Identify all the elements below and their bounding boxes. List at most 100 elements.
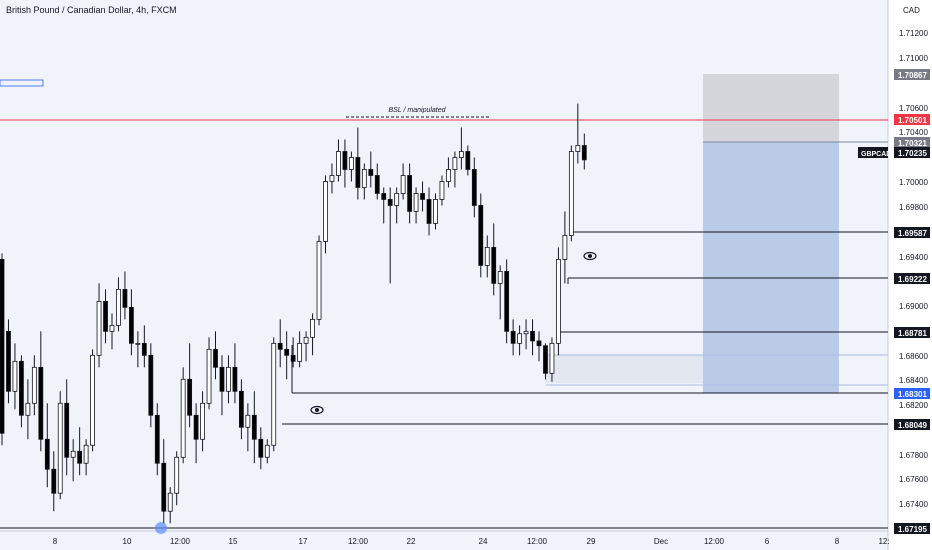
candle[interactable]	[187, 378, 193, 416]
candle[interactable]	[57, 402, 63, 494]
price-tag-entry[interactable]: 1.70321	[894, 137, 930, 148]
candle[interactable]	[497, 270, 503, 284]
candle[interactable]	[51, 468, 57, 494]
candle[interactable]	[491, 247, 497, 284]
candle[interactable]	[251, 414, 257, 440]
candle[interactable]	[387, 199, 393, 206]
candle[interactable]	[407, 175, 413, 212]
candle[interactable]	[122, 288, 128, 308]
candle[interactable]	[284, 348, 290, 356]
candle[interactable]	[6, 330, 11, 392]
candle[interactable]	[543, 345, 548, 374]
candle[interactable]	[549, 342, 555, 374]
candle[interactable]	[458, 151, 464, 158]
candle[interactable]	[484, 247, 490, 266]
price-tag-level[interactable]: 1.68781	[894, 327, 930, 338]
price-tag-target[interactable]: 1.68301	[894, 388, 930, 399]
candle[interactable]	[83, 444, 89, 464]
price-tag-level[interactable]: 1.68049	[894, 419, 930, 430]
candle[interactable]	[290, 354, 296, 362]
candle[interactable]	[394, 193, 400, 206]
candle[interactable]	[348, 157, 354, 170]
candle[interactable]	[77, 450, 83, 464]
candle[interactable]	[264, 444, 270, 458]
price-tag-level[interactable]: 1.69222	[894, 273, 930, 284]
candle[interactable]	[329, 175, 335, 182]
time-axis[interactable]: 8 10 12:00 15 17 12:00 22 24 12:00 29 De…	[53, 537, 890, 546]
candle[interactable]	[19, 360, 24, 416]
candle[interactable]	[70, 450, 76, 458]
candle[interactable]	[471, 169, 477, 206]
candle[interactable]	[504, 270, 510, 332]
candle[interactable]	[200, 402, 205, 440]
candle[interactable]	[420, 193, 425, 200]
candle[interactable]	[465, 151, 471, 170]
candle[interactable]	[368, 169, 374, 176]
candle[interactable]	[433, 199, 438, 224]
candle[interactable]	[25, 402, 31, 416]
candle[interactable]	[581, 145, 587, 161]
target-zone[interactable]	[703, 142, 839, 393]
candle[interactable]	[109, 324, 115, 332]
candle[interactable]	[439, 181, 445, 200]
candle[interactable]	[413, 193, 419, 212]
candle[interactable]	[426, 199, 432, 224]
candle[interactable]	[271, 342, 277, 446]
candle[interactable]	[206, 348, 212, 404]
candle[interactable]	[103, 300, 108, 332]
candle[interactable]	[64, 402, 70, 458]
candle[interactable]	[174, 456, 180, 494]
price-tag-low[interactable]: 1.67195	[894, 523, 930, 534]
candle[interactable]	[232, 366, 238, 392]
candle[interactable]	[297, 342, 303, 362]
stop-zone[interactable]	[703, 74, 839, 142]
candle[interactable]	[374, 175, 380, 194]
candle[interactable]	[226, 366, 231, 392]
candle[interactable]	[180, 378, 186, 458]
candle[interactable]	[400, 175, 406, 194]
candle[interactable]	[135, 342, 141, 345]
candle[interactable]	[38, 366, 44, 440]
price-axis[interactable]: CAD 1.71200 1.71000 1.70600 1.70400 1.70…	[899, 6, 928, 509]
candle[interactable]	[530, 330, 535, 342]
candle[interactable]	[355, 157, 361, 188]
price-tag-upper[interactable]: 1.70867	[894, 69, 930, 80]
candle[interactable]	[575, 145, 581, 152]
candle[interactable]	[128, 306, 134, 344]
left-marker-box[interactable]	[0, 79, 44, 87]
candle[interactable]	[562, 235, 568, 260]
low-marker[interactable]	[155, 522, 167, 534]
candle[interactable]	[478, 205, 484, 266]
candle[interactable]	[238, 390, 244, 428]
price-tag-resistance[interactable]: 1.70501	[894, 114, 930, 125]
candle[interactable]	[0, 259, 5, 434]
candle[interactable]	[361, 169, 367, 188]
candle[interactable]	[510, 330, 516, 344]
candle[interactable]	[161, 462, 167, 512]
candle[interactable]	[381, 193, 387, 200]
candle[interactable]	[303, 336, 309, 344]
candle[interactable]	[523, 330, 529, 335]
candle[interactable]	[44, 438, 50, 470]
candle[interactable]	[517, 333, 522, 344]
candle[interactable]	[245, 414, 251, 428]
candle[interactable]	[12, 360, 18, 392]
candle[interactable]	[323, 181, 328, 242]
candle[interactable]	[258, 438, 264, 458]
candle[interactable]	[96, 300, 102, 356]
current-price-tag[interactable]: GBPCAD 1.70235	[858, 147, 930, 158]
candle[interactable]	[336, 151, 341, 176]
candle[interactable]	[568, 151, 574, 236]
candle[interactable]	[556, 259, 561, 344]
candle[interactable]	[310, 318, 315, 338]
candle[interactable]	[446, 169, 451, 182]
eye-icon[interactable]	[583, 251, 597, 261]
price-tag-level[interactable]: 1.69587	[894, 227, 930, 238]
candle[interactable]	[154, 414, 160, 464]
candle[interactable]	[90, 354, 95, 446]
candle[interactable]	[316, 241, 322, 320]
candle[interactable]	[536, 340, 542, 347]
candle[interactable]	[219, 366, 225, 392]
candle[interactable]	[148, 354, 154, 416]
